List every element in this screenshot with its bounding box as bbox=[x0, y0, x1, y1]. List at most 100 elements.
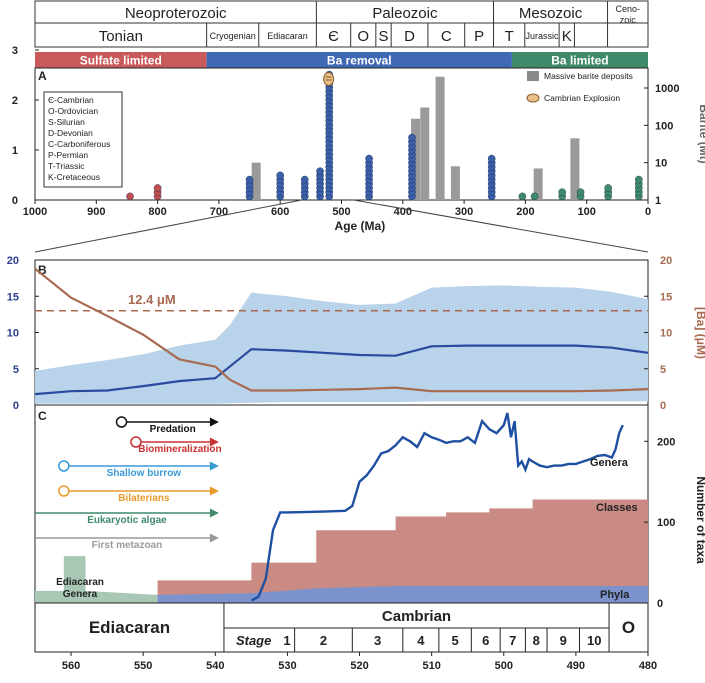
stage-label: 1 bbox=[283, 633, 290, 648]
y-right-tick-label: 1000 bbox=[655, 83, 679, 95]
classes-area bbox=[157, 499, 648, 603]
event-arrowhead bbox=[209, 533, 219, 543]
event-arrowhead bbox=[209, 437, 219, 447]
period-label: S bbox=[378, 28, 388, 45]
data-point bbox=[530, 192, 539, 201]
y-right-tick-label: 0 bbox=[657, 598, 663, 610]
y-right-tick-label: 200 bbox=[657, 436, 675, 448]
era-label: Ceno- bbox=[616, 4, 641, 14]
y-right-tick-label: 100 bbox=[657, 517, 675, 529]
event-origin-circle bbox=[58, 460, 70, 472]
stage-label: 7 bbox=[509, 633, 516, 648]
stage-label: 2 bbox=[320, 633, 327, 648]
legend-label: Cambrian Explosion bbox=[544, 93, 620, 103]
uncertainty-band bbox=[35, 285, 648, 404]
data-point bbox=[408, 133, 416, 142]
panel-c-letter: C bbox=[38, 409, 47, 423]
data-point bbox=[126, 192, 134, 201]
period-label: Cryogenian bbox=[210, 31, 256, 41]
stage-label: 6 bbox=[482, 633, 489, 648]
abbreviation-legend-box bbox=[43, 91, 123, 188]
barite-bar bbox=[435, 76, 445, 200]
y-right-tick-label: 10 bbox=[660, 328, 672, 340]
regime-label: Ba removal bbox=[327, 54, 392, 68]
x-tick-label: 500 bbox=[495, 660, 513, 672]
regime-label: Sulfate limited bbox=[80, 54, 162, 68]
x-tick-label: 560 bbox=[62, 660, 80, 672]
genera-line bbox=[250, 412, 624, 602]
period-label: T bbox=[505, 28, 514, 45]
abbreviation-legend-item: O-Ordovician bbox=[48, 106, 98, 116]
classes-label: Classes bbox=[596, 502, 638, 514]
event-label: First metazoan bbox=[92, 540, 163, 551]
legend-fossil-icon bbox=[526, 93, 540, 103]
x-tick-label: 1000 bbox=[23, 206, 47, 218]
era-label: Mesozoic bbox=[519, 5, 583, 22]
abbreviation-legend-item: C-Carboniferous bbox=[48, 139, 110, 149]
barite-bar bbox=[533, 168, 543, 200]
period-label: K bbox=[562, 28, 572, 45]
data-point bbox=[487, 154, 496, 163]
era-label: Neoproterozoic bbox=[125, 5, 227, 22]
y-tick-label: 1 bbox=[12, 145, 18, 157]
x-tick-label: 200 bbox=[516, 206, 534, 218]
ba-line bbox=[34, 267, 649, 393]
data-point bbox=[245, 175, 254, 184]
event-label: Biomineralization bbox=[138, 444, 221, 455]
x-tick-label: 520 bbox=[350, 660, 368, 672]
stage-label: 3 bbox=[374, 633, 381, 648]
barite-bar bbox=[251, 162, 261, 200]
x-tick-label: 510 bbox=[422, 660, 440, 672]
ediacaran-genera-label: Genera bbox=[63, 589, 98, 600]
y-tick-label: 3 bbox=[12, 45, 18, 57]
x-tick-label: 300 bbox=[455, 206, 473, 218]
panel-b: B 12.4 μM 0 0 5 5 10 10 15 15 20 20 [Ba] (μM) bbox=[7, 255, 705, 412]
zoom-line bbox=[34, 199, 302, 253]
y-tick-label: 20 bbox=[7, 255, 19, 267]
period-label: Ediacaran bbox=[267, 31, 308, 41]
stage-label: 8 bbox=[533, 633, 540, 648]
cambrian-label: Cambrian bbox=[382, 608, 451, 625]
x-tick-label: 490 bbox=[567, 660, 585, 672]
x-tick-label: 530 bbox=[278, 660, 296, 672]
y-right-tick-label: 10 bbox=[655, 158, 667, 170]
abbreviation-legend-item: T-Triassic bbox=[48, 161, 85, 171]
event-arrowhead bbox=[209, 486, 219, 496]
period-label: Tonian bbox=[99, 28, 143, 45]
panel-a-letter: A bbox=[38, 69, 47, 83]
x-tick-label: 0 bbox=[645, 206, 651, 218]
threshold-label: 12.4 μM bbox=[128, 292, 176, 307]
era-strip: Neoproterozoic Paleozoic Mesozoic Ceno-zoic bbox=[34, 0, 649, 25]
ediacaran-label: Ediacaran bbox=[89, 618, 170, 637]
median-line bbox=[34, 344, 649, 396]
data-point bbox=[576, 188, 585, 196]
era-label: zoic bbox=[620, 15, 637, 25]
data-point bbox=[558, 188, 566, 196]
regime-band bbox=[206, 52, 512, 68]
era-label: Paleozoic bbox=[372, 5, 438, 22]
stage-label: 5 bbox=[451, 633, 458, 648]
barite-bar bbox=[420, 107, 430, 200]
event-arrowhead bbox=[209, 417, 219, 427]
y-tick-label: 0 bbox=[13, 400, 19, 412]
ediacaran-genera-area bbox=[35, 556, 158, 603]
event-arrowhead bbox=[209, 508, 219, 518]
barite-bar bbox=[570, 138, 580, 200]
x-tick-label: 600 bbox=[271, 206, 289, 218]
period-label: C bbox=[441, 28, 452, 45]
regime-band bbox=[511, 52, 648, 68]
y-tick-label: 15 bbox=[7, 291, 19, 303]
period-label: Є bbox=[328, 28, 339, 45]
period-label: O bbox=[357, 28, 369, 45]
cambrian-strip-frame bbox=[34, 602, 649, 653]
event-origin-circle bbox=[115, 416, 128, 428]
x-tick-label: 550 bbox=[134, 660, 152, 672]
regime-band bbox=[35, 52, 207, 68]
event-label: Eukaryotic algae bbox=[87, 515, 167, 526]
y-right-tick-label: 1 bbox=[655, 195, 661, 207]
y-right-tick-label: 100 bbox=[655, 120, 673, 132]
data-point bbox=[518, 192, 527, 201]
event-origin-circle bbox=[130, 436, 142, 448]
event-origin-circle bbox=[58, 485, 70, 497]
data-point bbox=[365, 154, 373, 163]
